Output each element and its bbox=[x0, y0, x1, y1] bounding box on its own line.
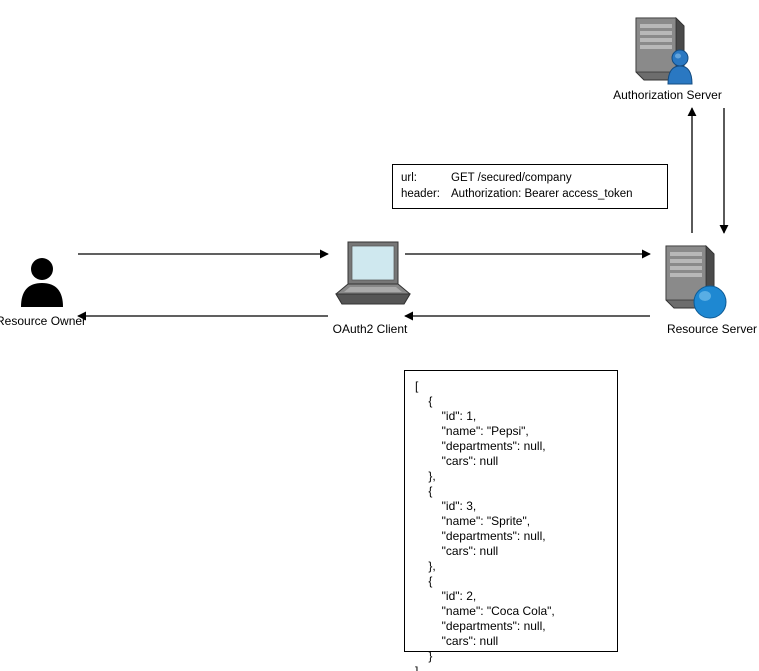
request-url-value: GET /secured/company bbox=[451, 171, 572, 187]
response-box: [ { "id": 1, "name": "Pepsi", "departmen… bbox=[404, 370, 618, 652]
resource-server-label: Resource Server bbox=[647, 322, 757, 336]
authorization-server-label: Authorization Server bbox=[600, 88, 735, 102]
request-header-value: Authorization: Bearer access_token bbox=[451, 187, 633, 203]
request-box: url: GET /secured/company header: Author… bbox=[392, 164, 668, 209]
request-url-label: url: bbox=[401, 171, 451, 187]
oauth2-client-label: OAuth2 Client bbox=[325, 322, 415, 336]
request-header-label: header: bbox=[401, 187, 451, 203]
resource-owner-label: Resource Owner bbox=[0, 314, 86, 328]
